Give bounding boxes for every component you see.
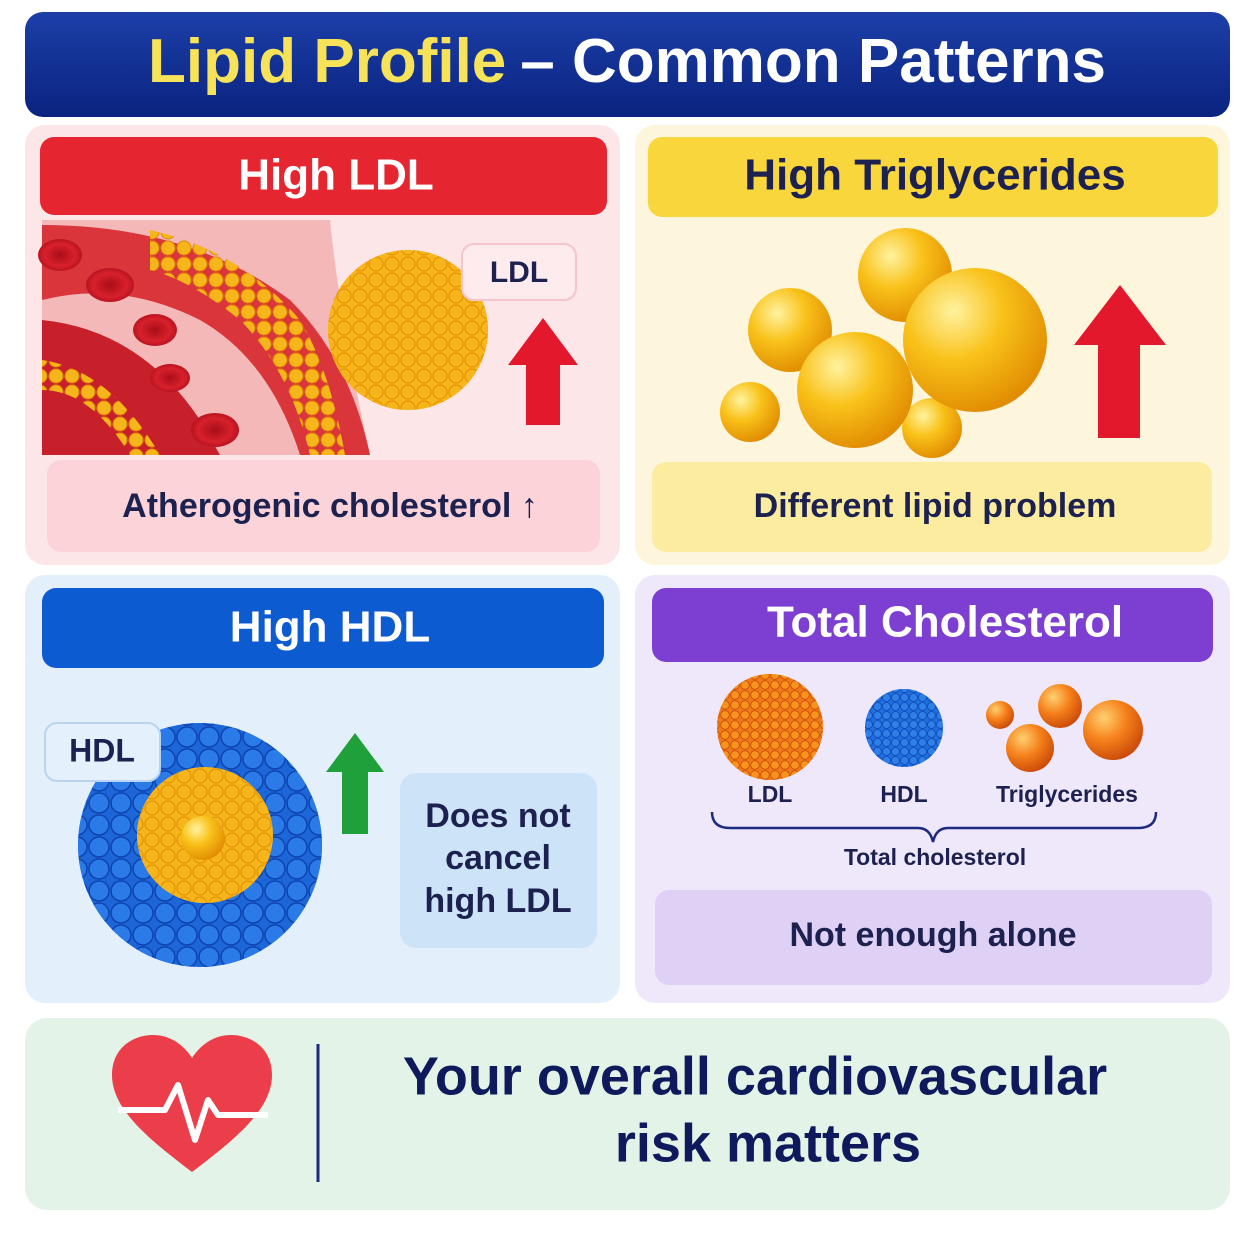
ldl-icon-texture bbox=[717, 674, 823, 780]
artery-illustration bbox=[38, 220, 370, 455]
caption: Atherogenic cholesterol ↑ bbox=[122, 487, 538, 525]
note-line: cancel bbox=[445, 839, 551, 877]
footer-line: Your overall cardiovascular bbox=[403, 1046, 1107, 1106]
panel-header bbox=[652, 588, 1213, 662]
panel-header bbox=[40, 137, 607, 215]
hdl-icon-texture bbox=[865, 689, 943, 767]
heart-icon bbox=[112, 1035, 272, 1172]
caption-box bbox=[652, 462, 1212, 552]
note-line: Does not bbox=[425, 797, 570, 835]
item-label: Triglycerides bbox=[996, 781, 1138, 807]
title-bar bbox=[25, 12, 1230, 117]
title-rest: – Common Patterns bbox=[520, 27, 1106, 96]
title: Lipid Profile – Common Patterns bbox=[148, 27, 1106, 96]
heartbeat-line bbox=[118, 1082, 268, 1143]
caption: Not enough alone bbox=[789, 916, 1076, 954]
note-box bbox=[400, 773, 597, 948]
title-highlight: Lipid Profile bbox=[148, 27, 506, 96]
item-label: HDL bbox=[880, 781, 927, 807]
hdl-label: HDL bbox=[69, 732, 135, 768]
note-line: high LDL bbox=[424, 882, 571, 920]
up-arrow bbox=[326, 733, 384, 834]
caption-box bbox=[655, 890, 1212, 985]
caption: Different lipid problem bbox=[754, 487, 1117, 525]
ldl-label-box bbox=[461, 243, 577, 301]
up-arrow bbox=[1074, 285, 1166, 438]
panel-heading: High Triglycerides bbox=[744, 151, 1125, 200]
panel-header bbox=[648, 137, 1218, 217]
panel-heading: High LDL bbox=[238, 151, 434, 200]
hdl-core-center bbox=[181, 816, 225, 860]
brace-label: Total cholesterol bbox=[844, 844, 1026, 870]
brace bbox=[710, 811, 1158, 843]
triglyceride-droplets bbox=[720, 228, 1047, 458]
footer bbox=[25, 1018, 1230, 1210]
triglyceride-icon bbox=[986, 684, 1143, 772]
item-label: LDL bbox=[748, 781, 793, 807]
hdl-label-box bbox=[44, 722, 161, 782]
panel-heading: Total Cholesterol bbox=[767, 598, 1123, 647]
up-arrow bbox=[508, 318, 578, 425]
panel-header bbox=[42, 588, 604, 668]
ldl-label: LDL bbox=[490, 256, 548, 289]
panel-heading: High HDL bbox=[230, 603, 430, 652]
footer-line: risk matters bbox=[615, 1113, 921, 1173]
ldl-particle-texture bbox=[328, 250, 488, 410]
caption-box bbox=[47, 460, 600, 552]
